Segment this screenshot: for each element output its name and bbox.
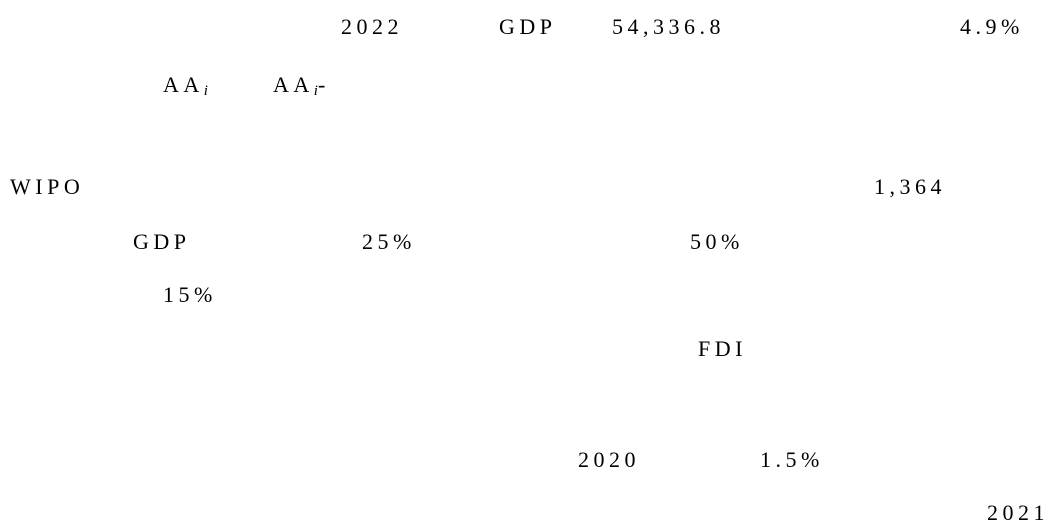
text-token: AAi- [273, 72, 330, 99]
token-text: AA [163, 72, 204, 97]
text-token: 2021 [987, 502, 1047, 524]
text-token: 1,364 [874, 176, 946, 198]
token-text: WIPO [10, 174, 85, 199]
subscript: i [313, 83, 318, 99]
token-text: 54,336.8 [612, 14, 725, 39]
token-text: 50% [690, 229, 744, 254]
text-token: AAi [163, 72, 208, 99]
text-token: GDP [499, 16, 557, 38]
text-token: 2022 [341, 16, 403, 38]
token-text: 2020 [578, 447, 640, 472]
token-text: 2022 [341, 14, 403, 39]
text-token: FDI [698, 338, 747, 360]
token-text: 2021 [987, 500, 1047, 525]
token-text: 25% [362, 229, 416, 254]
token-text: 1.5% [760, 447, 824, 472]
text-token: 25% [362, 231, 416, 253]
text-token: WIPO [10, 176, 84, 198]
text-token: 2020 [578, 449, 640, 471]
token-text: GDP [133, 229, 191, 254]
token-text: 4.9% [960, 14, 1024, 39]
text-token: 54,336.8 [612, 16, 725, 38]
token-text: FDI [698, 336, 747, 361]
token-suffix: - [317, 72, 330, 97]
text-token: 50% [690, 231, 744, 253]
token-text: 15% [163, 282, 217, 307]
text-token: GDP [133, 231, 191, 253]
text-token: 15% [163, 284, 217, 306]
token-text: 1,364 [874, 174, 946, 199]
text-token: 1.5% [760, 449, 824, 471]
token-text: GDP [499, 14, 557, 39]
text-token: 4.9% [960, 16, 1024, 38]
token-text: AA [273, 72, 314, 97]
subscript: i [203, 83, 208, 99]
